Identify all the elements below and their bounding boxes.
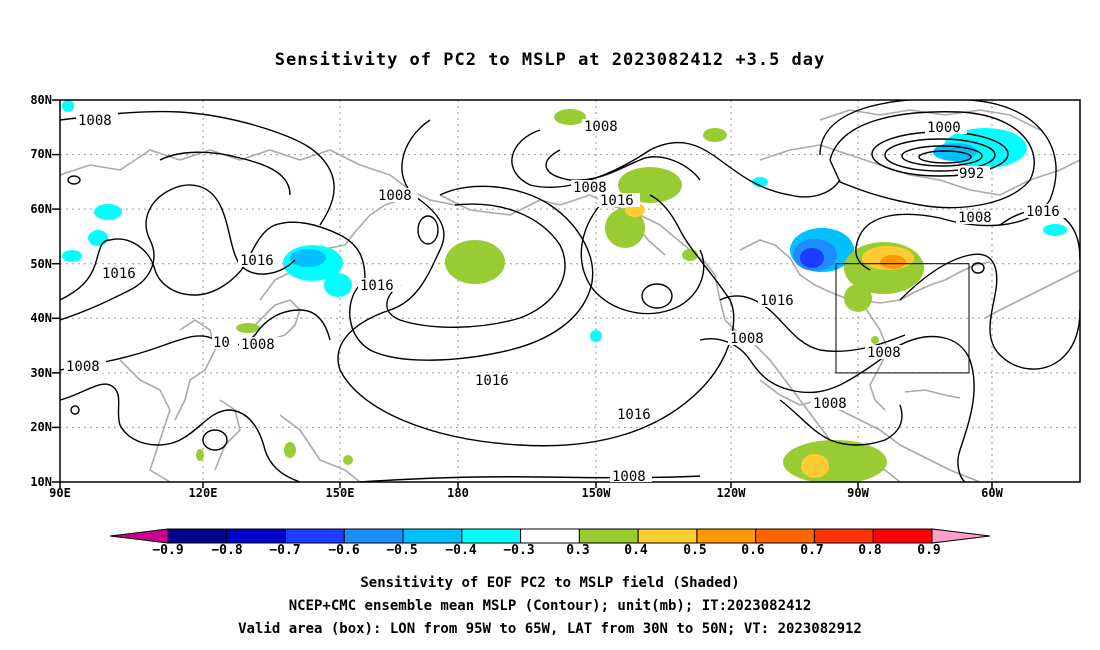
contour-label: 1008 (584, 119, 618, 135)
caption-line-2: NCEP+CMC ensemble mean MSLP (Contour); u… (288, 598, 812, 614)
colorbar-tick: −0.5 (386, 543, 418, 558)
axis-ticks (52, 99, 993, 488)
contour-label: 1008 (730, 331, 764, 347)
lon-label: 180 (447, 486, 469, 500)
contour-label: 1008 (241, 337, 275, 353)
contour-label: 1016 (475, 373, 509, 389)
sensitivity-shading (62, 100, 1067, 482)
contour-label: 1008 (612, 469, 646, 485)
contour-label: 1000 (927, 120, 961, 136)
contour-labels: 1008 1008 1008 1008 1000 992 1008 1016 1… (64, 113, 1066, 485)
lat-label: 70N (30, 147, 52, 161)
lat-label: 10N (30, 475, 52, 489)
colorbar-swatch (578, 528, 639, 544)
lon-label: 150W (581, 486, 611, 500)
colorbar-tick: 0.5 (683, 543, 707, 558)
contour-label: 1016 (1026, 204, 1060, 220)
contour-label: 992 (959, 166, 984, 182)
contour-label: 1016 (617, 407, 651, 423)
lon-label: 120E (188, 486, 218, 500)
contour-label: 1016 (600, 193, 634, 209)
contour-label: 1008 (573, 180, 607, 196)
colorbar-tick: 0.8 (858, 543, 882, 558)
lat-label: 50N (30, 257, 52, 271)
colorbar-swatch (520, 528, 580, 544)
lon-label: 90W (847, 486, 869, 500)
colorbar-tick: 0.4 (624, 543, 648, 558)
colorbar (109, 528, 991, 544)
colorbar-tick: −0.8 (211, 543, 243, 558)
colorbar-tick: 0.3 (566, 543, 590, 558)
colorbar-left-tip (109, 528, 169, 544)
colorbar-swatch (637, 528, 698, 544)
grid-lines (60, 100, 1080, 482)
contour-label: 1008 (867, 345, 901, 361)
contour-label: 10 (213, 335, 230, 351)
lat-label: 60N (30, 202, 52, 216)
colorbar-swatch (872, 528, 933, 544)
colorbar-tick: 0.6 (741, 543, 765, 558)
contour-label: 1008 (813, 396, 847, 412)
valid-area-box (835, 263, 970, 374)
lon-label: 150E (325, 486, 355, 500)
contour-label: 1008 (78, 113, 112, 129)
caption-line-3: Valid area (box): LON from 95W to 65W, L… (238, 621, 862, 637)
colorbar-tick: −0.4 (445, 543, 477, 558)
lat-label: 30N (30, 366, 52, 380)
colorbar-swatch (813, 528, 874, 544)
lon-label: 60W (981, 486, 1003, 500)
colorbar-right-tip (931, 528, 991, 544)
caption-line-1: Sensitivity of EOF PC2 to MSLP field (Sh… (360, 575, 740, 591)
colorbar-tick: 0.9 (917, 543, 941, 558)
colorbar-swatch (343, 528, 404, 544)
colorbar-tick: −0.9 (152, 543, 184, 558)
contour-label: 1008 (378, 188, 412, 204)
contour-label: 1008 (66, 359, 100, 375)
colorbar-tick: −0.6 (328, 543, 360, 558)
contour-label: 1016 (102, 266, 136, 282)
colorbar-swatch (755, 528, 815, 544)
colorbar-swatch (285, 528, 345, 544)
contour-label: 1016 (760, 293, 794, 309)
colorbar-swatch (402, 528, 463, 544)
colorbar-swatch (461, 528, 522, 544)
colorbar-swatch (696, 528, 757, 544)
map-title: Sensitivity of PC2 to MSLP at 2023082412… (274, 50, 826, 70)
colorbar-tick: −0.7 (269, 543, 301, 558)
mslp-contours (60, 100, 1080, 482)
contour-label: 1016 (360, 278, 394, 294)
colorbar-swatch (167, 528, 228, 544)
lon-label: 120W (716, 486, 746, 500)
contour-label: 1008 (958, 210, 992, 226)
lat-label: 20N (30, 420, 52, 434)
colorbar-tick: −0.3 (503, 543, 535, 558)
lat-label: 40N (30, 311, 52, 325)
colorbar-swatch (226, 528, 287, 544)
map-frame (59, 99, 1081, 483)
lon-label: 90E (49, 486, 71, 500)
colorbar-tick: 0.7 (800, 543, 824, 558)
lat-label: 80N (30, 93, 52, 107)
contour-label: 1016 (240, 253, 274, 269)
